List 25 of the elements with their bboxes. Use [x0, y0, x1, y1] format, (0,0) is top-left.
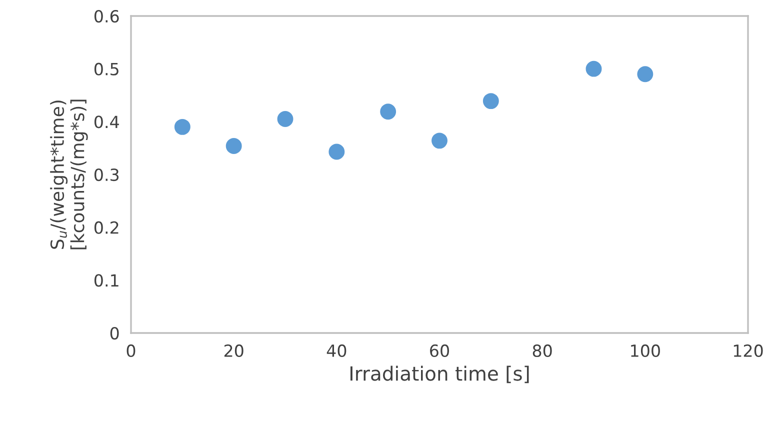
point: [380, 104, 396, 120]
y-tick-label: 0.1: [94, 274, 118, 287]
point: [637, 66, 654, 82]
y-axis-title: S$_{u}$/(weight*time) [kcounts/(mg*s)]: [50, 100, 88, 250]
point: [174, 118, 190, 135]
x-axis-title: Irradiation time [s]: [350, 366, 529, 384]
point: [482, 93, 499, 110]
x-tick-label: 40: [326, 344, 346, 358]
x-tick-label: 60: [430, 344, 449, 358]
x-tick-label: 100: [631, 344, 660, 358]
y-tick-label: 0: [110, 326, 119, 340]
y-tick-label: 0.5: [94, 62, 118, 76]
y-tick-label: 0.6: [94, 10, 119, 23]
point: [277, 111, 294, 128]
y-tick-label: 0.2: [94, 221, 118, 234]
x-tick-label: 0: [126, 344, 136, 358]
point: [432, 132, 448, 149]
y-tick-label: 0.4: [94, 116, 119, 128]
point: [586, 60, 602, 77]
y-tick-label: 0.3: [94, 168, 119, 182]
x-tick-label: 20: [224, 344, 244, 358]
point: [226, 138, 242, 154]
x-tick-label: 120: [734, 344, 763, 358]
x-tick-label: 80: [532, 344, 552, 358]
point: [328, 144, 345, 160]
